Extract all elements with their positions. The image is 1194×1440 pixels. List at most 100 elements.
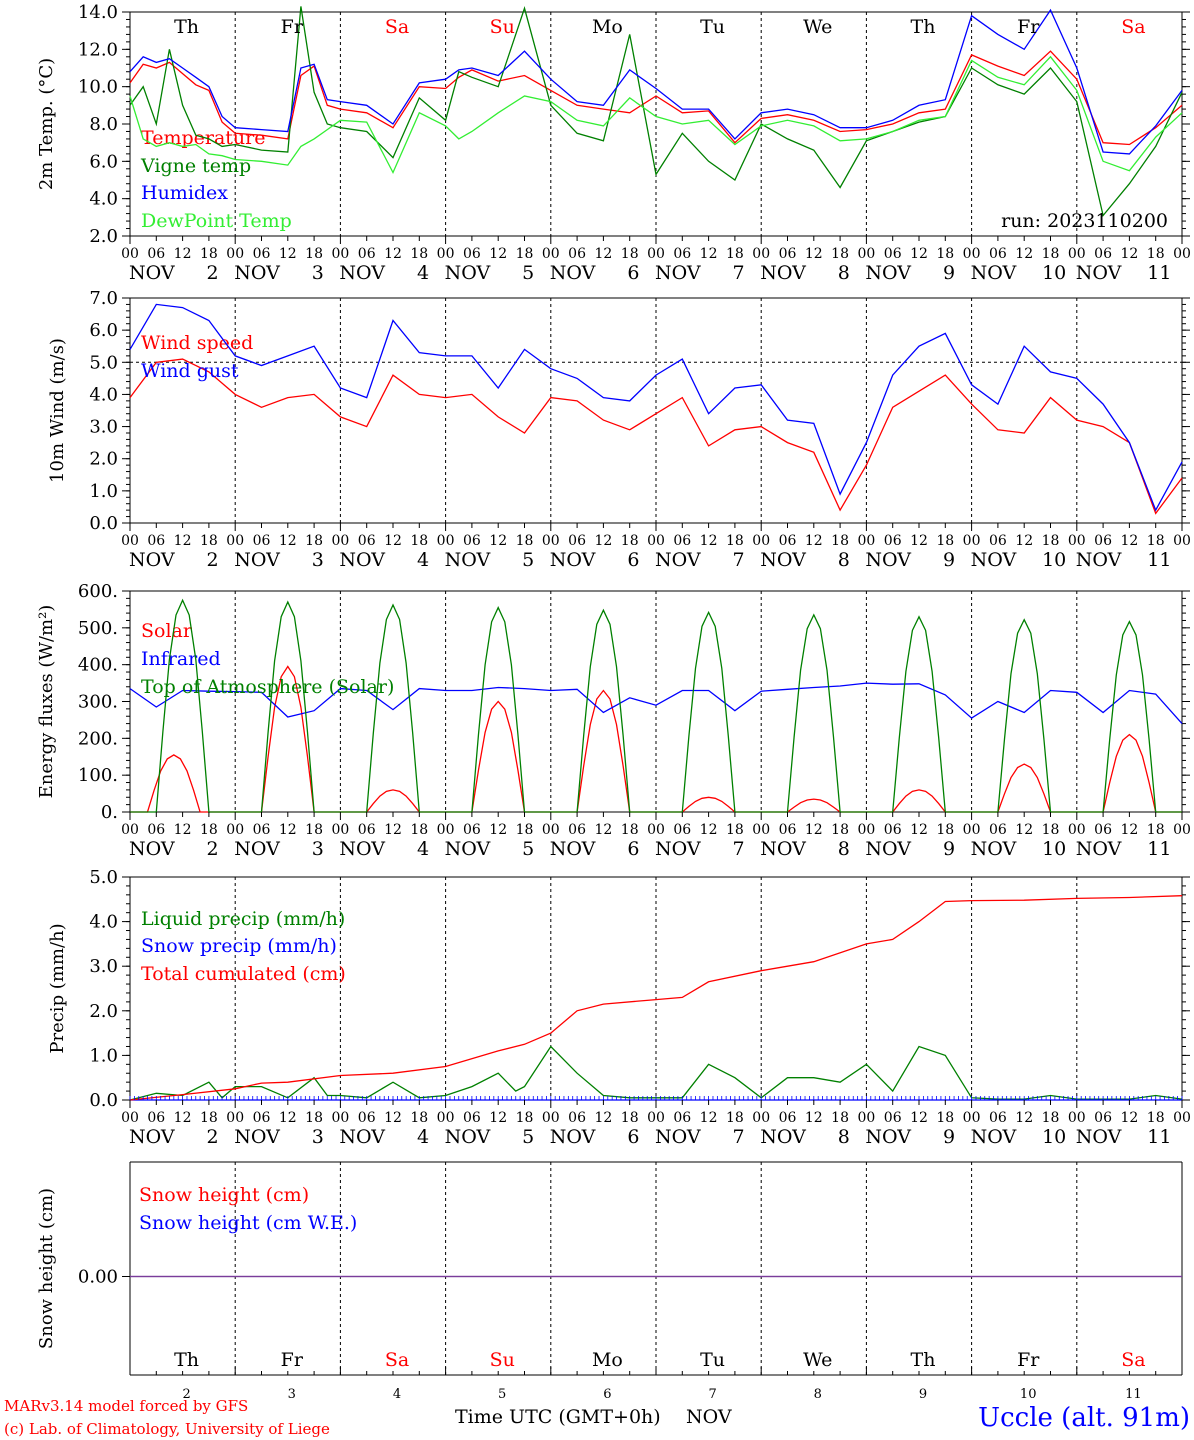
- x-date-label: 11: [1147, 1126, 1171, 1148]
- x-date-label: 11: [1147, 838, 1171, 860]
- x-tick-label: 12: [594, 1110, 612, 1126]
- weekday-label: Mo: [592, 16, 623, 38]
- x-tick-label: 06: [463, 822, 481, 838]
- x-tick-label: 00: [857, 822, 875, 838]
- x-month-label: NOV: [339, 838, 385, 860]
- x-month-label: NOV: [339, 549, 385, 571]
- x-date-label: 3: [312, 1126, 324, 1148]
- x-tick-label: 18: [305, 533, 323, 549]
- x-tick-label: 12: [384, 1110, 402, 1126]
- date-label: 2: [182, 1387, 190, 1402]
- x-tick-label: 18: [831, 533, 849, 549]
- x-tick-label: 12: [1015, 822, 1033, 838]
- x-tick-label: 00: [647, 246, 665, 262]
- x-tick-label: 18: [516, 246, 534, 262]
- x-tick-label: 12: [700, 246, 718, 262]
- y-tick-label: 400.: [78, 655, 118, 676]
- x-tick-label: 12: [384, 246, 402, 262]
- x-tick-label: 12: [489, 246, 507, 262]
- legend-humidex: Humidex: [141, 182, 228, 204]
- date-label: 11: [1125, 1387, 1142, 1402]
- x-month-label: NOV: [655, 262, 701, 284]
- x-month-label: NOV: [1076, 262, 1122, 284]
- y-tick-label: 8.0: [89, 114, 118, 135]
- series-line-temperature: [129, 50, 1183, 146]
- x-tick-label: 00: [331, 1110, 349, 1126]
- x-date-label: 3: [312, 262, 324, 284]
- x-date-label: 2: [207, 838, 219, 860]
- x-date-label: 2: [207, 549, 219, 571]
- x-tick-label: 06: [147, 1110, 165, 1126]
- x-tick-label: 06: [1094, 533, 1112, 549]
- date-label: 6: [603, 1387, 611, 1402]
- y-axis-label: 2m Temp. (°C): [36, 58, 57, 190]
- weekday-label: Sa: [1121, 1349, 1145, 1371]
- x-tick-label: 00: [437, 822, 455, 838]
- x-tick-label: 12: [489, 822, 507, 838]
- series-line-dewpoint-temp: [129, 55, 1183, 174]
- x-date-label: 5: [522, 549, 534, 571]
- y-tick-label: 500.: [78, 618, 118, 639]
- x-tick-label: 06: [1094, 246, 1112, 262]
- x-tick-label: 12: [174, 1110, 192, 1126]
- legend-solar: Solar: [141, 620, 193, 642]
- x-tick-label: 06: [884, 533, 902, 549]
- x-tick-label: 06: [253, 1110, 271, 1126]
- x-tick-label: 06: [989, 533, 1007, 549]
- x-tick-label: 06: [989, 822, 1007, 838]
- x-tick-label: 00: [647, 822, 665, 838]
- y-tick-label: 5.0: [89, 867, 118, 888]
- y-tick-label: 5.0: [89, 352, 118, 373]
- weekday-label: Fr: [281, 16, 304, 38]
- x-axis-label: Time UTC (GMT+0h): [455, 1406, 661, 1428]
- date-label: 9: [919, 1387, 927, 1402]
- x-date-label: 10: [1042, 549, 1066, 571]
- x-tick-label: 00: [963, 533, 981, 549]
- x-tick-label: 00: [963, 822, 981, 838]
- x-tick-label: 00: [121, 1110, 139, 1126]
- x-tick-label: 06: [673, 246, 691, 262]
- x-month-label: NOV: [865, 549, 911, 571]
- x-date-label: 8: [838, 262, 850, 284]
- x-month-label: NOV: [971, 549, 1017, 571]
- x-date-label: 8: [838, 549, 850, 571]
- x-date-label: 11: [1147, 549, 1171, 571]
- x-tick-label: 06: [673, 822, 691, 838]
- weekday-label: Sa: [385, 16, 409, 38]
- x-tick-label: 12: [700, 1110, 718, 1126]
- x-tick-label: 00: [121, 533, 139, 549]
- x-month-label: NOV: [339, 1126, 385, 1148]
- x-month-label: NOV: [655, 549, 701, 571]
- x-date-label: 6: [627, 1126, 639, 1148]
- x-tick-label: 00: [1173, 1110, 1191, 1126]
- x-tick-label: 00: [437, 1110, 455, 1126]
- x-tick-label: 00: [752, 1110, 770, 1126]
- y-tick-label: 1.0: [89, 481, 118, 502]
- legend-liquid-precip-mm-h-: Liquid precip (mm/h): [141, 908, 345, 930]
- legend-vigne-temp: Vigne temp: [140, 155, 251, 177]
- series-line-liquid-precip-mm-h-: [129, 1045, 1183, 1101]
- x-date-label: 9: [943, 549, 955, 571]
- x-month-label: NOV: [550, 838, 596, 860]
- x-month-label: NOV: [339, 262, 385, 284]
- legend-wind-speed: Wind speed: [141, 332, 253, 354]
- weekday-label: Th: [174, 1349, 199, 1371]
- x-tick-label: 00: [1173, 822, 1191, 838]
- x-tick-label: 00: [963, 1110, 981, 1126]
- x-tick-label: 00: [331, 533, 349, 549]
- x-month-label: NOV: [445, 1126, 491, 1148]
- x-tick-label: 00: [647, 1110, 665, 1126]
- x-tick-label: 18: [305, 1110, 323, 1126]
- x-tick-label: 12: [805, 533, 823, 549]
- panel-3: 0. 100. 200. 300. 400. 500. 600. Energy fluxes …: [36, 581, 1191, 860]
- series-line-total-cumulated-cm-: [129, 895, 1183, 1101]
- x-month-label: NOV: [445, 838, 491, 860]
- x-date-label: 2: [207, 262, 219, 284]
- panel-frame: [129, 11, 1183, 237]
- x-tick-label: 12: [1120, 822, 1138, 838]
- x-date-label: 10: [1042, 1126, 1066, 1148]
- weekday-label: Th: [911, 16, 936, 38]
- x-tick-label: 18: [1042, 246, 1060, 262]
- x-tick-label: 06: [358, 822, 376, 838]
- x-tick-label: 06: [253, 246, 271, 262]
